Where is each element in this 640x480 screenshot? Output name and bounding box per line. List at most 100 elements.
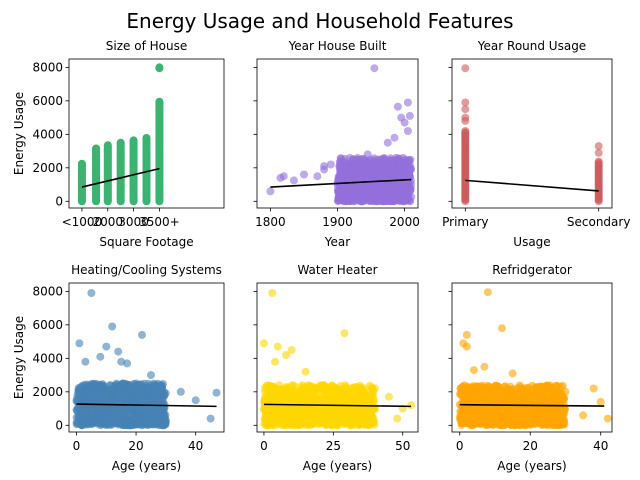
data-point [149,412,158,421]
data-point [476,382,485,391]
data-point [603,414,612,423]
data-point [116,138,125,147]
data-point [273,342,282,351]
figure-title: Energy Usage and Household Features [126,9,513,33]
data-point [119,381,128,390]
data-point [355,417,364,426]
data-point [344,387,353,396]
data-point [161,389,170,398]
data-point [94,382,103,391]
data-point [92,144,101,153]
data-point [394,155,403,164]
data-point [294,400,303,408]
data-point [303,417,312,426]
y-tick-label: 0 [55,194,63,208]
x-axis-label: Year [324,235,350,249]
data-point [462,342,471,351]
data-point [361,157,370,166]
data-point [77,420,86,429]
data-point [400,118,409,127]
data-point [289,176,298,185]
data-point [527,417,536,426]
subplot-title: Year Round Usage [477,39,586,53]
data-point [402,188,411,197]
data-point [142,134,151,142]
data-point [90,393,99,402]
fit-line [270,178,412,188]
data-point [461,98,470,107]
data-point [589,384,598,393]
subplot-title: Year House Built [288,39,387,53]
data-point [405,166,414,175]
data-point [159,397,168,406]
data-point [97,411,106,420]
data-point [206,414,215,423]
data-point [477,418,486,427]
data-point [78,412,87,421]
data-point [538,413,547,422]
data-point [594,148,603,157]
data-point [352,404,361,413]
data-point [395,181,404,190]
data-point [403,127,412,135]
data-point [558,408,567,416]
data-point [324,398,333,406]
data-point [108,416,116,425]
data-point [282,351,291,359]
data-point [491,383,499,391]
data-point [551,416,560,425]
data-point [299,407,308,416]
data-point [469,366,478,375]
data-point [116,396,125,405]
data-point [407,401,416,410]
data-point [376,183,385,192]
data-point [368,188,377,197]
data-point [83,384,92,393]
points-group [77,63,164,206]
y-tick-label: 4000 [32,127,63,141]
data-point [494,405,503,414]
data-point [75,339,84,348]
data-point [480,407,489,416]
x-tick-label: 0 [456,439,464,453]
data-point [381,157,390,166]
data-point [277,395,286,404]
data-point [549,408,558,417]
data-point [355,384,364,393]
data-point [285,397,293,406]
x-tick-label: Secondary [567,215,631,229]
data-point [176,387,185,396]
x-tick-label: 0 [260,439,268,453]
data-point [119,389,128,398]
data-point [561,387,570,396]
data-point [334,397,343,406]
data-point [522,392,531,400]
y-tick-label: 4000 [32,351,63,365]
data-point [345,154,354,162]
data-point [295,419,304,428]
data-point [337,408,346,417]
data-point [313,386,321,395]
data-point [499,398,508,406]
data-point [594,142,603,151]
points-group [72,289,221,430]
subplot-title: Refridgerator [492,263,572,277]
data-point [279,172,288,181]
data-point [289,389,298,398]
data-point [118,405,127,414]
data-point [144,379,153,388]
data-point [367,383,376,392]
data-point [594,157,603,166]
data-point [325,413,334,422]
data-point [393,414,402,423]
data-point [298,381,307,390]
data-point [355,166,364,175]
data-point [544,389,553,398]
data-point [84,420,93,429]
data-point [461,113,470,122]
data-point [378,193,387,202]
points-group [266,64,416,206]
data-point [405,111,414,120]
data-point [346,397,355,406]
data-point [461,105,470,114]
